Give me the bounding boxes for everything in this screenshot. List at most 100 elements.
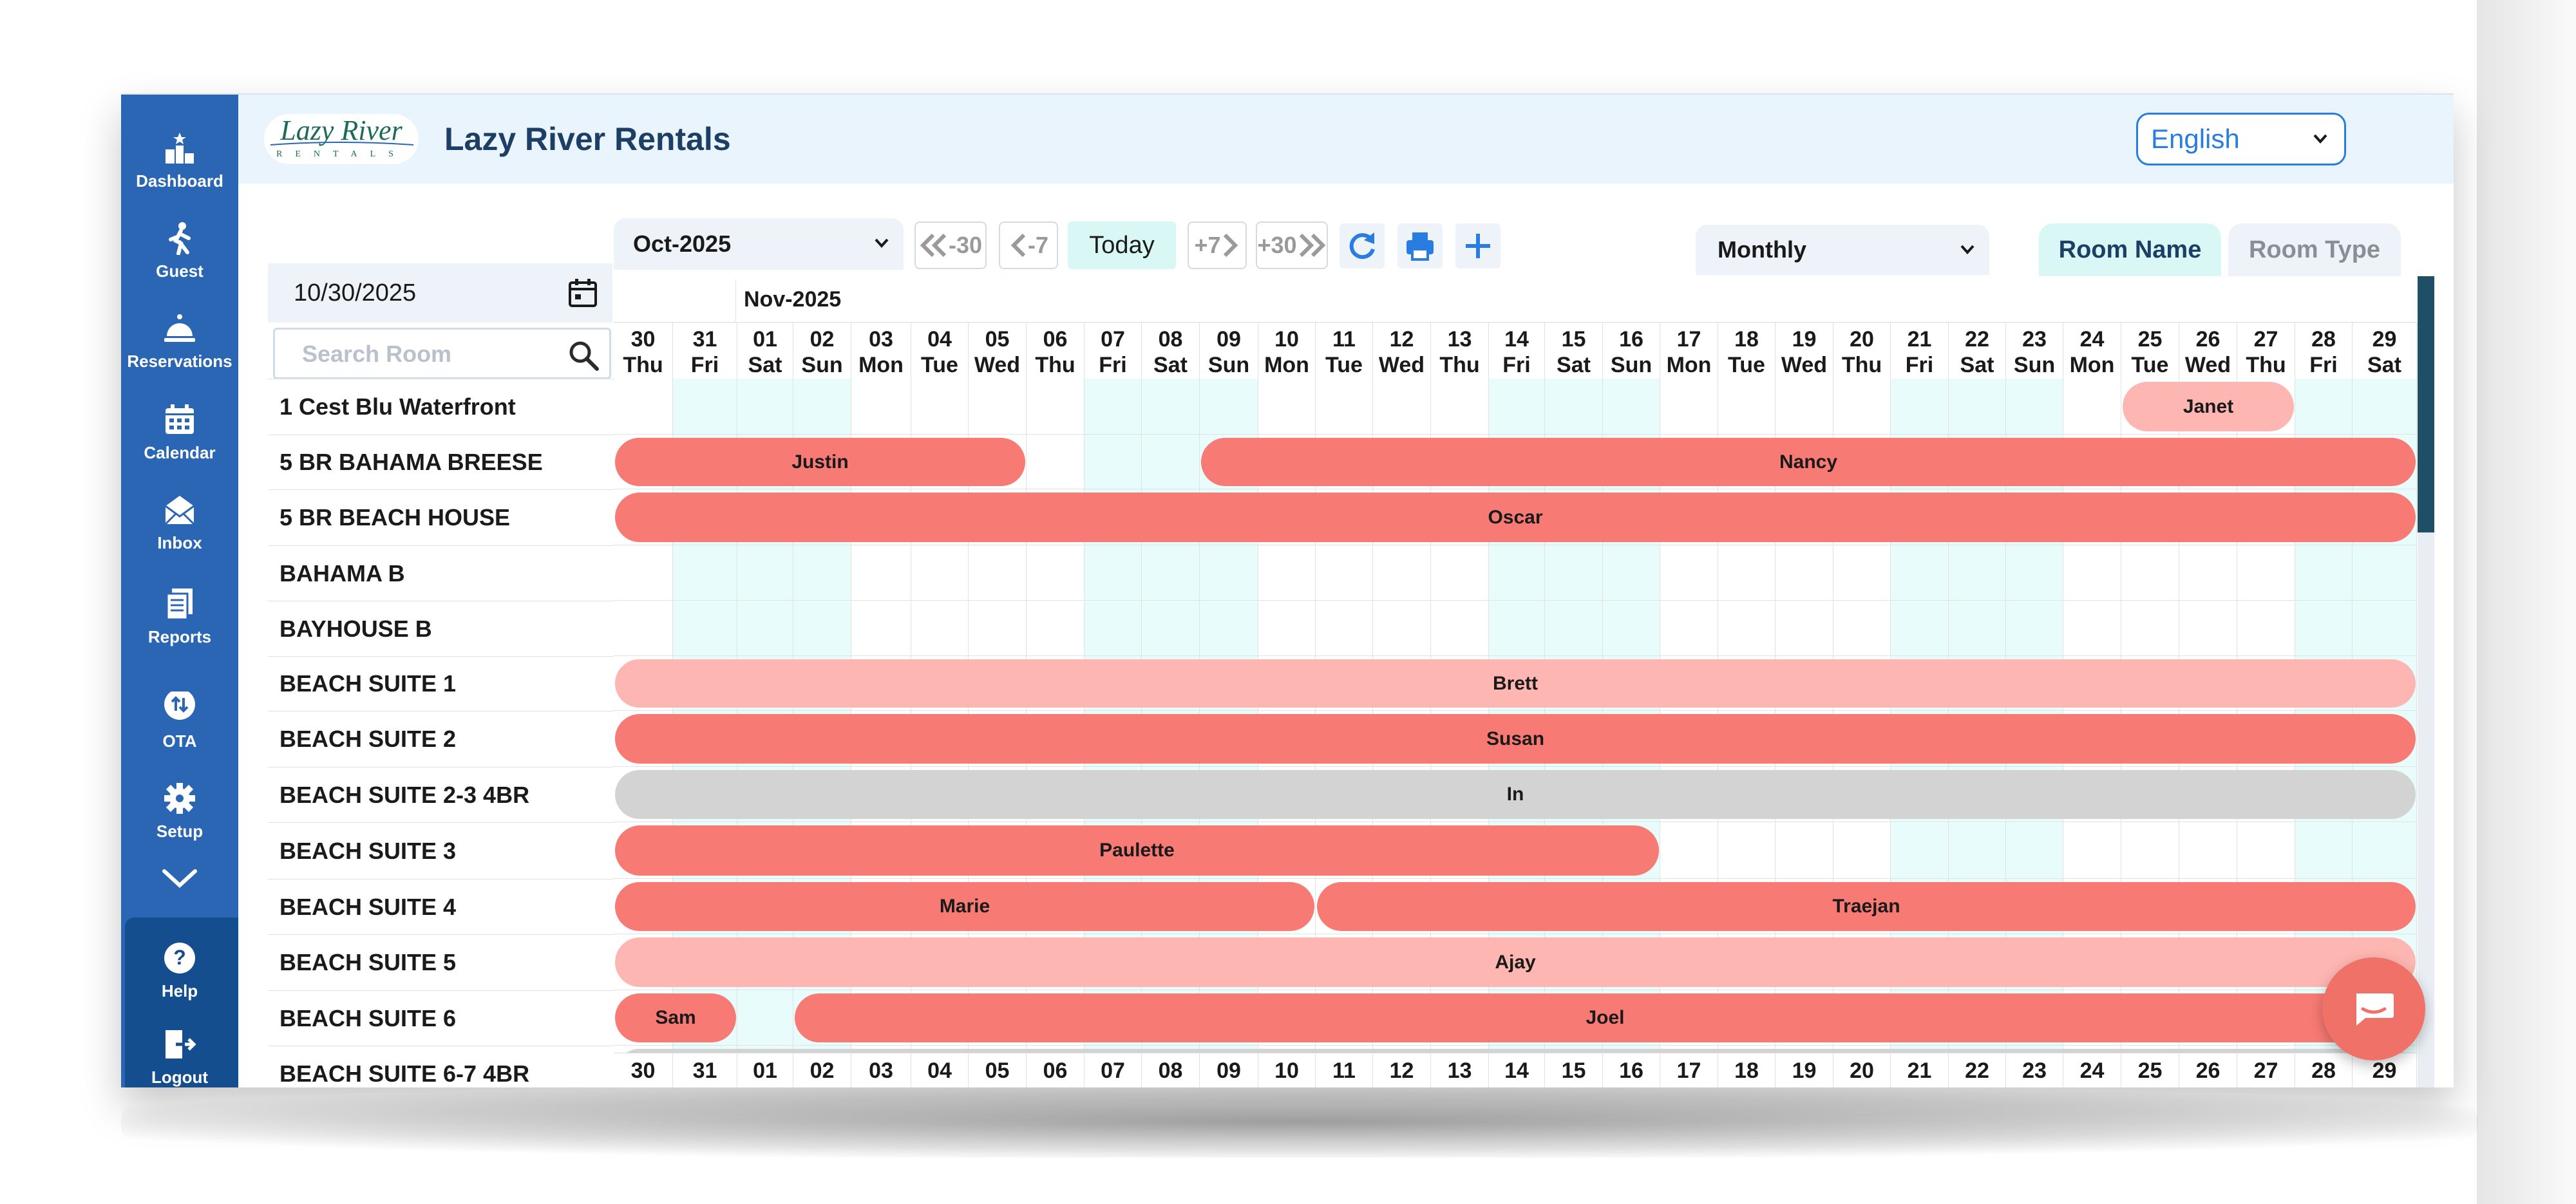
calendar-cell[interactable] [1949, 545, 2006, 601]
scrollbar-thumb[interactable] [2418, 276, 2434, 532]
calendar-cell[interactable] [737, 379, 793, 435]
calendar-cell[interactable] [2353, 601, 2417, 656]
calendar-cell[interactable] [1084, 379, 1142, 435]
calendar-cell[interactable] [1603, 379, 1660, 435]
calendar-cell[interactable] [2353, 822, 2417, 879]
sidebar-item-setup[interactable]: Setup [121, 758, 238, 842]
calendar-cell[interactable] [1258, 545, 1316, 601]
calendar-cell[interactable] [793, 379, 851, 435]
calendar-cell[interactable] [1545, 601, 1603, 656]
calendar-cell[interactable] [1084, 601, 1142, 656]
sidebar-item-ota[interactable]: OTA [121, 668, 238, 751]
room-name[interactable]: BEACH SUITE 6 [268, 990, 614, 1046]
calendar-cell[interactable] [2353, 545, 2417, 601]
calendar-cell[interactable] [673, 379, 737, 435]
reservation-bar[interactable]: Paulette [615, 825, 1659, 876]
calendar-cell[interactable] [1200, 379, 1258, 435]
print-button[interactable] [1397, 223, 1443, 268]
calendar-cell[interactable] [1027, 435, 1084, 489]
calendar-cell[interactable] [2179, 545, 2237, 601]
calendar-cell[interactable] [2063, 545, 2121, 601]
calendar-cell[interactable] [1316, 545, 1373, 601]
reservation-bar[interactable]: Sam [615, 993, 736, 1042]
calendar-cell[interactable] [2006, 379, 2063, 435]
sidebar-item-calendar[interactable]: Calendar [121, 379, 238, 463]
calendar-cell[interactable] [1718, 822, 1776, 879]
calendar-cell[interactable] [1833, 545, 1891, 601]
sidebar-collapse-button[interactable] [121, 856, 238, 901]
reservation-bar[interactable]: Marie [615, 882, 1314, 931]
reservation-bar[interactable]: Nancy [1201, 438, 2416, 486]
calendar-cell[interactable] [673, 601, 737, 656]
calendar-cell[interactable] [1316, 379, 1373, 435]
sidebar-item-guest[interactable]: Guest [121, 198, 238, 281]
room-name[interactable]: BEACH SUITE 3 [268, 822, 614, 879]
calendar-cell[interactable] [1833, 822, 1891, 879]
search-input[interactable] [301, 337, 574, 371]
calendar-cell[interactable] [1258, 601, 1316, 656]
calendar-cell[interactable] [1431, 601, 1489, 656]
calendar-cell[interactable] [1718, 545, 1776, 601]
reservation-bar[interactable]: In [615, 770, 2416, 819]
calendar-cell[interactable] [614, 379, 673, 435]
calendar-cell[interactable] [1891, 601, 1949, 656]
calendar-cell[interactable] [2121, 545, 2179, 601]
sidebar-item-reservations[interactable]: Reservations [121, 288, 238, 372]
calendar-cell[interactable] [1084, 435, 1142, 489]
room-name[interactable]: BEACH SUITE 4 [268, 879, 614, 934]
calendar-cell[interactable] [969, 379, 1027, 435]
calendar-cell[interactable] [1258, 879, 1316, 934]
calendar-cell[interactable] [673, 545, 737, 601]
calendar-cell[interactable] [1776, 545, 1833, 601]
view-select[interactable]: Monthly [1696, 225, 1989, 275]
calendar-cell[interactable] [969, 601, 1027, 656]
reservation-bar[interactable]: Oscar [615, 493, 2416, 542]
calendar-cell[interactable] [1489, 545, 1545, 601]
calendar-cell[interactable] [1776, 379, 1833, 435]
calendar-cell[interactable] [1373, 545, 1431, 601]
back-7-button[interactable]: -7 [999, 221, 1058, 269]
back-30-button[interactable]: -30 [914, 221, 987, 269]
calendar-cell[interactable] [1891, 545, 1949, 601]
calendar-cell[interactable] [851, 601, 911, 656]
calendar-cell[interactable] [1718, 379, 1776, 435]
calendar-cell[interactable] [1603, 545, 1660, 601]
calendar-cell[interactable] [2353, 379, 2417, 435]
calendar-cell[interactable] [1142, 379, 1200, 435]
calendar-cell[interactable] [2237, 379, 2295, 435]
calendar-cell[interactable] [1200, 601, 1258, 656]
calendar-cell[interactable] [1660, 379, 1718, 435]
room-name[interactable]: BEACH SUITE 5 [268, 934, 614, 990]
calendar-cell[interactable] [2006, 822, 2063, 879]
calendar-cell[interactable] [969, 435, 1027, 489]
sidebar-item-inbox[interactable]: Inbox [121, 469, 238, 553]
reservation-bar[interactable]: Justin [615, 438, 1025, 486]
calendar-cell[interactable] [1084, 545, 1142, 601]
calendar-cell[interactable] [2295, 379, 2353, 435]
calendar-cell[interactable] [1316, 601, 1373, 656]
calendar-cell[interactable] [1718, 601, 1776, 656]
calendar-cell[interactable] [2121, 601, 2179, 656]
language-select[interactable]: English [2136, 113, 2346, 165]
reservation-bar[interactable]: Ajay [615, 937, 2416, 987]
calendar-cell[interactable] [2237, 822, 2295, 879]
search-icon[interactable] [567, 339, 600, 372]
calendar-cell[interactable] [793, 545, 851, 601]
calendar-cell[interactable] [2063, 379, 2121, 435]
calendar-cell[interactable] [2063, 601, 2121, 656]
calendar-cell[interactable] [1660, 822, 1718, 879]
calendar-cell[interactable] [1545, 379, 1603, 435]
calendar-cell[interactable] [2063, 822, 2121, 879]
calendar-cell[interactable] [2006, 601, 2063, 656]
reservation-bar[interactable]: Joel [795, 993, 2416, 1042]
room-name[interactable]: BEACH SUITE 2 [268, 711, 614, 767]
month-select[interactable]: Oct-2025 [614, 218, 904, 270]
refresh-button[interactable] [1340, 223, 1385, 268]
calendar-cell[interactable] [1545, 545, 1603, 601]
sidebar-item-logout[interactable]: Logout [121, 1008, 238, 1087]
calendar-cell[interactable] [1833, 379, 1891, 435]
calendar-cell[interactable] [911, 545, 969, 601]
calendar-cell[interactable] [1489, 601, 1545, 656]
room-name[interactable]: BAHAMA B [268, 545, 614, 601]
calendar-cell[interactable] [1431, 545, 1489, 601]
